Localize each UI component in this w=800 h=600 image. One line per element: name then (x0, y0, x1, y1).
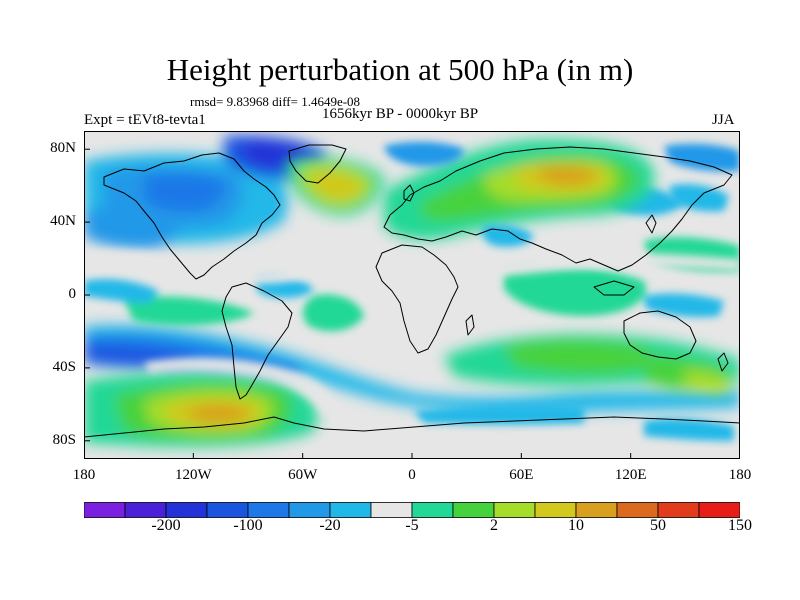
coast-indonesia (593, 280, 635, 296)
colorbar-label: 50 (650, 517, 666, 534)
colorbar-swatch (534, 502, 577, 518)
colorbar-swatch (206, 502, 249, 518)
coast-africa (375, 244, 459, 354)
colorbar-swatch (370, 502, 413, 518)
map-frame (83, 131, 741, 459)
colorbar-label: -100 (233, 517, 263, 534)
colorbar-swatch (575, 502, 618, 518)
colorbar-label: 10 (568, 517, 584, 534)
colorbar-swatch (616, 502, 659, 518)
coast-australia (623, 310, 697, 360)
coast-south-america (221, 282, 293, 400)
colorbar-swatch (452, 502, 495, 518)
coast-greenland (288, 144, 347, 184)
colorbar-label: 2 (490, 517, 498, 534)
colorbar-label: -5 (405, 517, 419, 534)
lat-tick-label: 0 (68, 286, 77, 302)
lon-tick-label: 120E (614, 467, 647, 483)
lat-tick-label: 80N (50, 140, 76, 157)
coast-eurasia (383, 146, 733, 272)
colorbar-swatch (329, 502, 372, 518)
colorbar-swatch (657, 502, 700, 518)
coast-japan (645, 214, 657, 234)
lon-tick-label: 120W (174, 467, 212, 483)
lat-tick-label: 40N (50, 213, 76, 230)
lon-tick-label: 180 (72, 467, 96, 483)
lat-tick-label: 80S (52, 431, 76, 448)
lon-tick-label: 60W (288, 467, 318, 483)
stats-label: rmsd= 9.83968 diff= 1.4649e-08 (190, 94, 361, 109)
colorbar-swatch (411, 502, 454, 518)
colorbar (84, 502, 740, 518)
colorbar-swatch (124, 502, 167, 518)
map-plot (83, 131, 741, 459)
height-field (84, 135, 740, 448)
season-label: JJA (712, 112, 735, 128)
lon-tick-label: 60E (509, 467, 534, 483)
coastlines (84, 144, 740, 438)
colorbar-swatch (84, 502, 126, 518)
colorbar-label: 150 (728, 517, 752, 534)
lon-tick-label: 0 (408, 467, 416, 483)
colorbar-label: -20 (319, 517, 341, 534)
colorbar-swatch (493, 502, 536, 518)
chart-title: Height perturbation at 500 hPa (in m) (166, 52, 634, 87)
colorbar-swatch (698, 502, 740, 518)
coast-madagascar (465, 314, 475, 336)
period-label: 1656kyr BP - 0000kyr BP (322, 106, 479, 122)
lat-tick-label: 40S (52, 358, 76, 375)
colorbar-label: -200 (151, 517, 181, 534)
colorbar-swatch (165, 502, 208, 518)
coast-new-zealand (717, 352, 729, 372)
experiment-label: Expt = tEVt8-tevta1 (84, 112, 206, 128)
colorbar-swatch (288, 502, 331, 518)
coast-north-america (103, 152, 281, 280)
lon-tick-label: 180 (728, 467, 752, 483)
coast-antarctica (84, 416, 740, 438)
coast-britain (403, 184, 415, 202)
colorbar-swatch (247, 502, 290, 518)
